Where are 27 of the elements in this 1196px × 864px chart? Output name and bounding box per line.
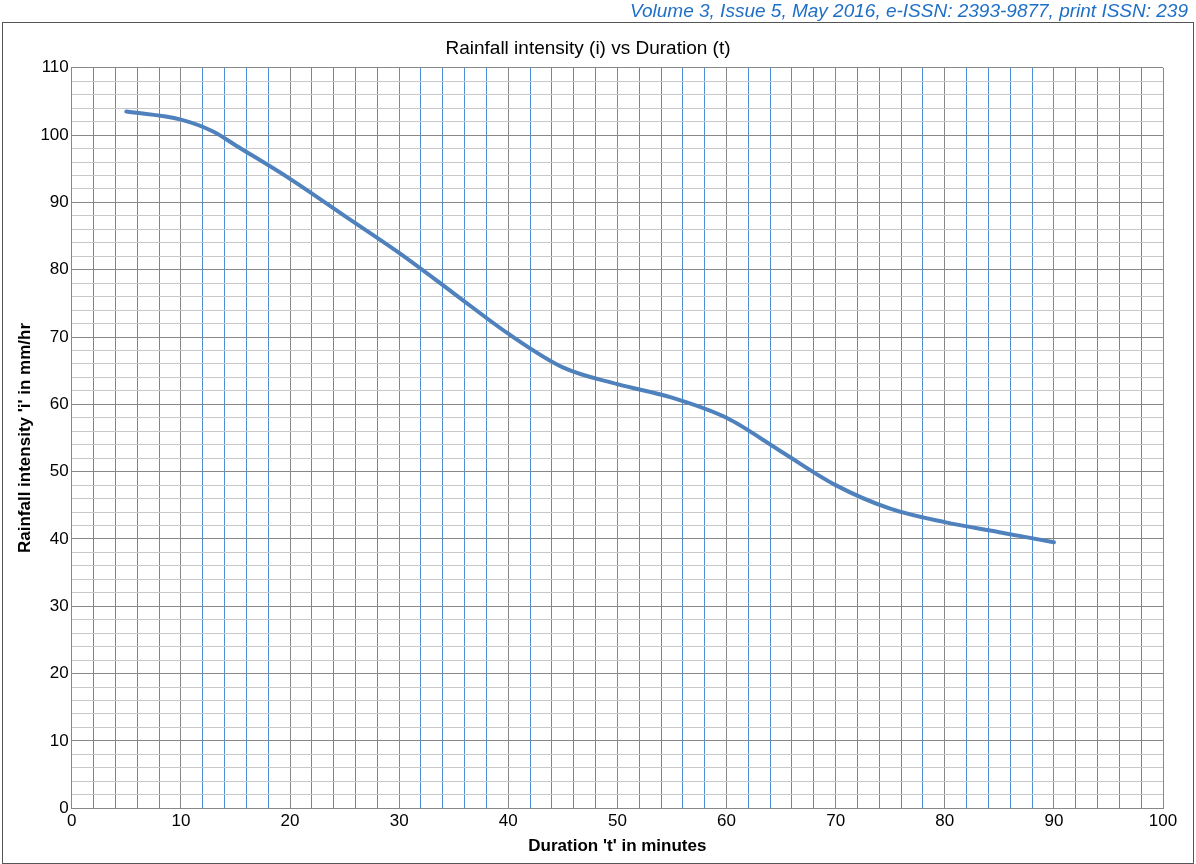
x-tick-label: 60 (717, 811, 736, 831)
x-tick-label: 70 (826, 811, 846, 831)
x-tick-label: 30 (389, 811, 409, 831)
y-tick-label: 50 (49, 461, 69, 481)
y-tick-label: 30 (49, 595, 69, 615)
x-tick-label: 50 (607, 811, 627, 831)
y-tick-label: 80 (49, 259, 69, 279)
x-axis-title: Duration 't' in minutes (528, 836, 707, 856)
y-tick-label: 70 (49, 326, 69, 346)
x-tick-label: 20 (280, 811, 300, 831)
y-tick-label: 40 (49, 528, 69, 548)
y-tick-label: 10 (49, 730, 69, 750)
x-tick-label: 90 (1044, 811, 1064, 831)
y-axis-title: Rainfall intensity 'i' in mm/hr (14, 322, 34, 554)
y-tick-label: 20 (49, 663, 69, 683)
x-tick-label: 80 (935, 811, 955, 831)
x-tick-label: 10 (171, 811, 191, 831)
y-tick-label: 110 (41, 57, 69, 77)
x-tick-label: 40 (498, 811, 518, 831)
line-series (124, 109, 1056, 545)
chart-title: Rainfall intensity (i) vs Duration (t) (445, 36, 731, 58)
y-tick-label: 100 (40, 124, 69, 144)
y-tick-label: 60 (49, 394, 69, 414)
x-tick-label: 100 (1148, 811, 1178, 831)
y-tick-label: 90 (49, 192, 69, 212)
text: Volume 3, Issue 5, May 2016, e-ISSN: 2393-9877, print ISSN: 239 (630, 0, 1188, 22)
y-tick-label: 0 (59, 797, 69, 817)
